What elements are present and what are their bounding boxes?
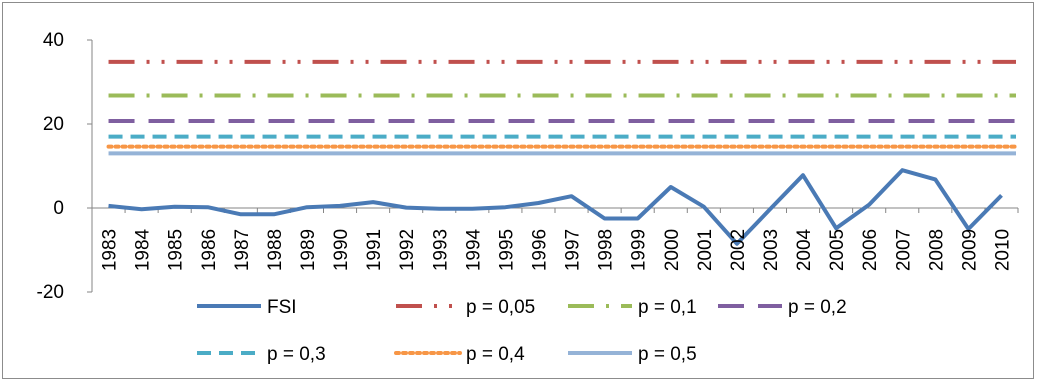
x-tick-label: 2001 [695,229,716,271]
x-tick-label: 1983 [100,229,121,271]
x-tick-label: 1999 [629,229,650,271]
x-tick-label: 2010 [992,229,1013,271]
legend-label: p = 0,2 [788,297,847,318]
y-tick-label: 40 [43,30,64,51]
x-tick-label: 1988 [265,229,286,271]
x-tick-label: 1998 [596,229,617,271]
x-tick-label: 1984 [133,228,154,271]
legend-item: p = 0,5 [568,344,697,365]
x-tick-label: 1995 [496,229,517,271]
legend: FSI p = 0,05 p = 0,1 p = 0,2 p = 0,3 p = 0,4 p… [197,297,847,365]
x-tick-label: 1989 [298,229,319,271]
x-tick-label: 2003 [761,229,782,271]
legend-item: FSI [197,297,297,318]
x-tick-label: 2004 [794,228,815,271]
legend-item: p = 0,4 [394,344,525,365]
x-tick-label: 2000 [662,229,683,271]
legend-label: p = 0,1 [638,297,697,318]
legend-label: p = 0,05 [466,297,535,318]
x-tick-label: 1987 [232,229,253,271]
x-tick-label: 1990 [331,229,352,271]
tick-labels: 40 20 0 -20 1983 1984 1985 1986 1987 1988 1989 1990… [37,30,1014,303]
x-tick-label: 1991 [364,229,385,271]
legend-label: p = 0,5 [638,344,697,365]
x-tick-label: 2008 [926,229,947,271]
y-tick-label: -20 [37,282,64,303]
x-tick-label: 1994 [463,228,484,271]
x-tick-label: 2002 [728,229,749,271]
chart-frame [2,2,1034,379]
x-tick-label: 1986 [199,229,220,271]
x-tick-label: 1992 [397,229,418,271]
x-tick-label: 1997 [563,229,584,271]
legend-label: FSI [267,297,297,318]
legend-item: p = 0,05 [396,297,535,318]
x-tick-label: 2009 [959,229,980,271]
series-layer [106,59,1018,246]
x-tick-label: 1996 [529,229,550,271]
legend-item: p = 0,1 [568,297,697,318]
x-tick-label: 2006 [860,229,881,271]
x-tick-label: 2007 [893,229,914,271]
y-tick-label: 20 [43,114,64,135]
legend-label: p = 0,4 [466,344,525,365]
x-tick-label: 2005 [827,229,848,271]
x-tick-label: 1993 [430,229,451,271]
legend-item: p = 0,3 [197,344,326,365]
legend-item: p = 0,2 [718,297,847,318]
series-line [108,168,1003,246]
x-tick-label: 1985 [166,229,187,271]
legend-label: p = 0,3 [267,344,326,365]
y-tick-label: 0 [53,198,64,219]
